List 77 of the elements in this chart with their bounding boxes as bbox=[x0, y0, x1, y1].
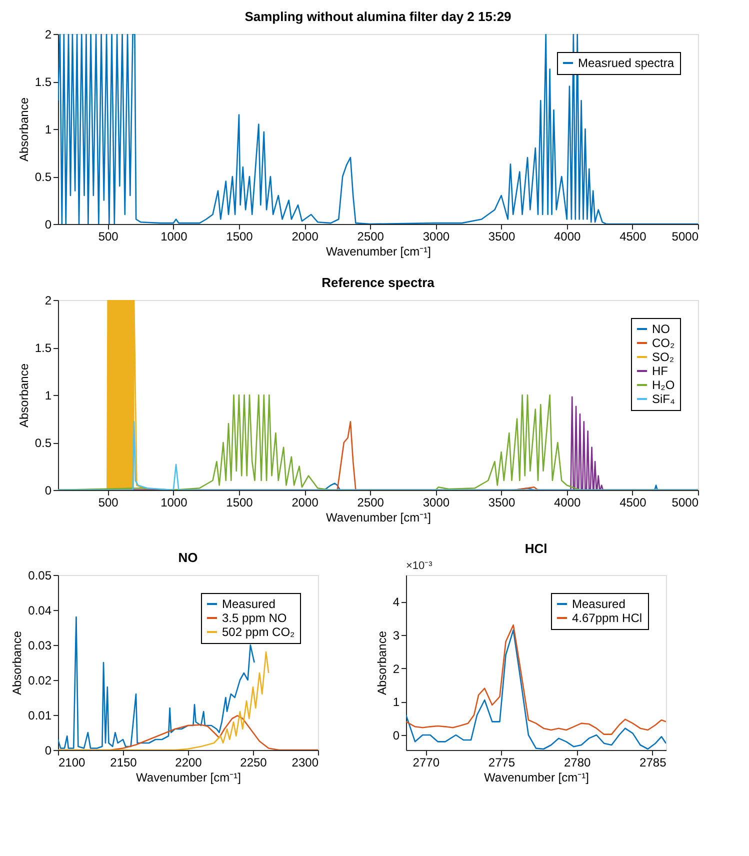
y-axis-title: Absorbance bbox=[16, 363, 31, 428]
legend-label: 502 ppm CO₂ bbox=[222, 625, 296, 639]
line-series bbox=[58, 651, 270, 750]
y-tick-label: 1 bbox=[44, 122, 52, 136]
x-tick-label: 2200 bbox=[175, 756, 202, 770]
x-tick-label: 3500 bbox=[488, 496, 516, 510]
x-tick-label: 4000 bbox=[554, 230, 582, 244]
x-tick-label: 3500 bbox=[488, 230, 516, 244]
legend-label: NO bbox=[652, 322, 670, 336]
legend-label: 4.67ppm HCl bbox=[572, 611, 642, 625]
y-tick-label: 1 bbox=[392, 695, 400, 710]
x-axis-title: Wavenumber [cm⁻¹] bbox=[484, 770, 589, 784]
legend-label: Measured bbox=[222, 597, 276, 611]
x-tick-label: 500 bbox=[98, 230, 119, 244]
chart-title: Reference spectra bbox=[322, 275, 436, 290]
x-tick-label: 2150 bbox=[110, 756, 138, 770]
x-tick-label: 2300 bbox=[292, 756, 319, 770]
chart-title: HCl bbox=[524, 541, 548, 556]
x-tick-label: 2100 bbox=[58, 756, 86, 770]
x-tick-label: 2000 bbox=[292, 496, 319, 510]
x-tick-label: 2780 bbox=[564, 756, 591, 770]
line-series bbox=[406, 624, 666, 735]
legend-label: SiF₄ bbox=[652, 392, 675, 406]
y-axis-title: Absorbance bbox=[10, 630, 24, 696]
legend-label: Measrued spectra bbox=[578, 56, 674, 70]
y-tick-label: 3 bbox=[392, 628, 400, 642]
y-axis-title: Absorbance bbox=[16, 97, 31, 162]
x-tick-label: 4500 bbox=[620, 230, 647, 244]
y-tick-label: 2 bbox=[44, 294, 52, 308]
x-tick-label: 2775 bbox=[488, 756, 516, 770]
legend-label: SO₂ bbox=[652, 350, 674, 364]
y-tick-label: 0.5 bbox=[34, 436, 52, 450]
x-tick-label: 2500 bbox=[357, 496, 384, 510]
x-tick-label: 5000 bbox=[672, 230, 699, 244]
y-tick-label: 0 bbox=[44, 484, 52, 498]
x-axis-title: Wavenumber [cm⁻¹] bbox=[326, 510, 431, 524]
x-axis-title: Wavenumber [cm⁻¹] bbox=[326, 244, 431, 258]
x-tick-label: 1500 bbox=[226, 496, 254, 510]
y-tick-label: 4 bbox=[392, 595, 400, 610]
chart-title: NO bbox=[178, 550, 198, 565]
x-tick-label: 1500 bbox=[226, 230, 254, 244]
y-tick-label: 0.05 bbox=[28, 568, 52, 582]
y-tick-label: 0.03 bbox=[28, 638, 52, 652]
x-tick-label: 2250 bbox=[240, 756, 268, 770]
y-tick-label: 1.5 bbox=[34, 341, 52, 355]
y-tick-label: 0.5 bbox=[34, 170, 52, 184]
x-tick-label: 2770 bbox=[412, 756, 440, 770]
x-tick-label: 3000 bbox=[422, 496, 450, 510]
x-tick-label: 500 bbox=[98, 496, 119, 510]
y-tick-label: 0 bbox=[392, 728, 400, 742]
x-tick-label: 3000 bbox=[422, 230, 450, 244]
y-tick-label: 1 bbox=[44, 388, 52, 402]
x-tick-label: 5000 bbox=[672, 496, 699, 510]
y-tick-label: 0.04 bbox=[28, 604, 52, 618]
legend-label: Measured bbox=[572, 597, 626, 611]
y-tick-label: 0.02 bbox=[28, 674, 52, 688]
y-tick-label: 0.01 bbox=[28, 708, 52, 722]
x-tick-label: 4000 bbox=[554, 496, 582, 510]
y-tick-label: 2 bbox=[44, 28, 52, 42]
x-tick-label: 1000 bbox=[160, 230, 188, 244]
y-tick-label: 0 bbox=[44, 218, 52, 232]
x-tick-label: 2000 bbox=[292, 230, 319, 244]
legend-label: 3.5 ppm NO bbox=[222, 611, 287, 625]
legend-label: HF bbox=[652, 364, 668, 378]
y-tick-label: 1.5 bbox=[34, 75, 52, 89]
x-axis-title: Wavenumber [cm⁻¹] bbox=[136, 770, 241, 784]
x-tick-label: 2500 bbox=[357, 230, 384, 244]
x-tick-label: 1000 bbox=[160, 496, 188, 510]
y-tick-label: 0 bbox=[44, 744, 52, 758]
legend-label: CO₂ bbox=[652, 336, 675, 350]
x-tick-label: 4500 bbox=[620, 496, 647, 510]
y-tick-label: 2 bbox=[392, 662, 400, 676]
chart-title: Sampling without alumina filter day 2 15:29 bbox=[244, 9, 512, 24]
x-tick-label: 2785 bbox=[640, 756, 667, 770]
text: ×10⁻³ bbox=[406, 560, 433, 572]
legend-label: H₂O bbox=[652, 378, 675, 392]
y-axis-title: Absorbance bbox=[374, 630, 389, 696]
